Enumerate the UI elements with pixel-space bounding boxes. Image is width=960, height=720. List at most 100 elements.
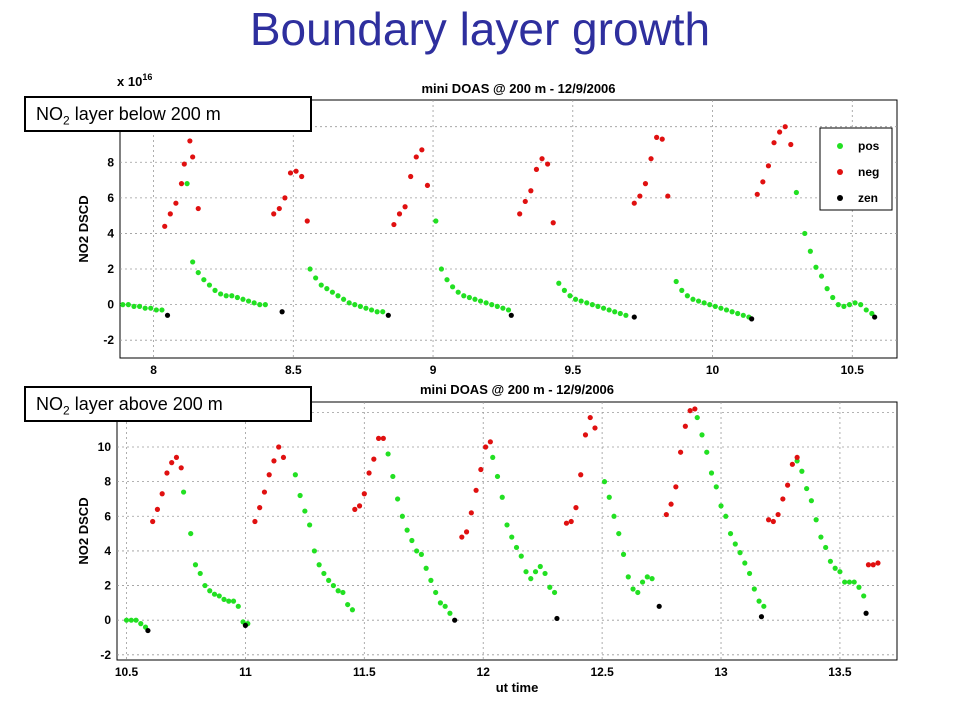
callout-above-200m: NO2 layer above 200 m bbox=[24, 386, 312, 422]
point-neg bbox=[875, 560, 881, 566]
point-pos bbox=[612, 309, 618, 315]
point-pos bbox=[617, 310, 623, 317]
point-pos bbox=[188, 530, 194, 537]
point-pos bbox=[846, 579, 853, 585]
point-pos bbox=[802, 230, 808, 237]
point-neg bbox=[794, 454, 800, 461]
callout-bottom-prefix: NO bbox=[36, 394, 63, 414]
point-pos bbox=[818, 534, 824, 540]
point-pos bbox=[835, 302, 841, 308]
point-pos bbox=[316, 562, 322, 568]
chart-title-bottom: mini DOAS @ 200 m - 12/9/2006 bbox=[420, 382, 614, 397]
point-pos bbox=[433, 589, 439, 596]
legend-label-pos: pos bbox=[858, 139, 880, 153]
point-pos bbox=[292, 472, 298, 478]
point-pos bbox=[611, 513, 617, 519]
point-pos bbox=[742, 560, 748, 566]
point-pos bbox=[216, 593, 222, 599]
point-pos bbox=[221, 596, 227, 602]
x-tick-label: 9 bbox=[430, 363, 437, 377]
point-pos bbox=[793, 189, 799, 196]
point-pos bbox=[230, 598, 237, 604]
point-pos bbox=[190, 259, 196, 265]
point-neg bbox=[173, 454, 180, 461]
point-pos bbox=[490, 454, 496, 461]
point-pos bbox=[340, 589, 346, 596]
point-pos bbox=[395, 496, 401, 502]
plot-frame bbox=[119, 99, 898, 359]
point-zen bbox=[631, 314, 637, 320]
point-neg bbox=[785, 482, 791, 488]
point-pos bbox=[684, 293, 690, 299]
x-tick-label: 13 bbox=[714, 665, 728, 679]
point-pos bbox=[123, 617, 130, 623]
point-neg bbox=[380, 435, 386, 441]
x-tick-label: 10.5 bbox=[841, 363, 865, 377]
point-pos bbox=[572, 296, 579, 302]
point-pos bbox=[837, 569, 843, 575]
point-pos bbox=[195, 269, 201, 276]
bottom-chart: mini DOAS @ 200 m - 12/9/2006 NO2 DSCD u… bbox=[76, 382, 898, 695]
point-pos bbox=[623, 312, 629, 318]
point-pos bbox=[863, 307, 869, 313]
point-pos bbox=[211, 591, 218, 597]
point-pos bbox=[133, 617, 139, 623]
point-pos bbox=[404, 527, 410, 533]
point-pos bbox=[729, 309, 735, 315]
y-tick-label: 8 bbox=[107, 155, 114, 169]
point-neg bbox=[366, 470, 372, 476]
point-pos bbox=[547, 584, 553, 590]
point-neg bbox=[154, 506, 161, 512]
point-pos bbox=[437, 600, 444, 606]
point-pos bbox=[324, 286, 330, 292]
point-pos bbox=[561, 287, 567, 293]
point-pos bbox=[690, 296, 696, 302]
point-neg bbox=[167, 211, 173, 217]
point-neg bbox=[648, 156, 654, 162]
point-pos bbox=[813, 517, 819, 523]
point-pos bbox=[578, 298, 584, 304]
point-pos bbox=[737, 550, 743, 556]
point-pos bbox=[600, 305, 607, 311]
point-pos bbox=[861, 593, 867, 599]
point-neg bbox=[195, 205, 201, 212]
point-neg bbox=[266, 472, 272, 478]
point-pos bbox=[307, 522, 313, 528]
point-pos bbox=[804, 485, 810, 492]
x-tick-label: 11.5 bbox=[353, 665, 376, 679]
y-tick-label: 8 bbox=[104, 475, 111, 489]
point-pos bbox=[723, 513, 729, 519]
point-neg bbox=[190, 154, 196, 160]
point-neg bbox=[782, 124, 788, 130]
point-neg bbox=[482, 444, 489, 450]
point-neg bbox=[473, 487, 479, 493]
point-pos bbox=[159, 307, 165, 313]
point-pos bbox=[713, 484, 719, 490]
point-pos bbox=[433, 218, 439, 224]
point-pos bbox=[699, 432, 705, 438]
callout-below-200m: NO2 layer below 200 m bbox=[24, 96, 312, 132]
point-pos bbox=[649, 576, 655, 582]
point-neg bbox=[391, 221, 397, 228]
point-pos bbox=[732, 541, 738, 547]
point-pos bbox=[218, 291, 224, 297]
point-pos bbox=[858, 302, 864, 308]
point-neg bbox=[271, 211, 277, 217]
point-neg bbox=[371, 456, 377, 462]
point-pos bbox=[505, 307, 512, 313]
point-pos bbox=[409, 537, 415, 544]
point-pos bbox=[184, 181, 190, 187]
point-pos bbox=[494, 473, 501, 480]
point-neg bbox=[396, 211, 403, 217]
y-tick-label: 2 bbox=[104, 579, 111, 593]
point-pos bbox=[447, 610, 453, 616]
point-pos bbox=[380, 309, 386, 315]
point-pos bbox=[148, 305, 154, 311]
point-neg bbox=[356, 503, 363, 509]
point-neg bbox=[164, 470, 170, 476]
point-pos bbox=[136, 303, 143, 309]
point-neg bbox=[150, 518, 156, 525]
point-pos bbox=[131, 303, 137, 309]
point-pos bbox=[735, 310, 741, 317]
